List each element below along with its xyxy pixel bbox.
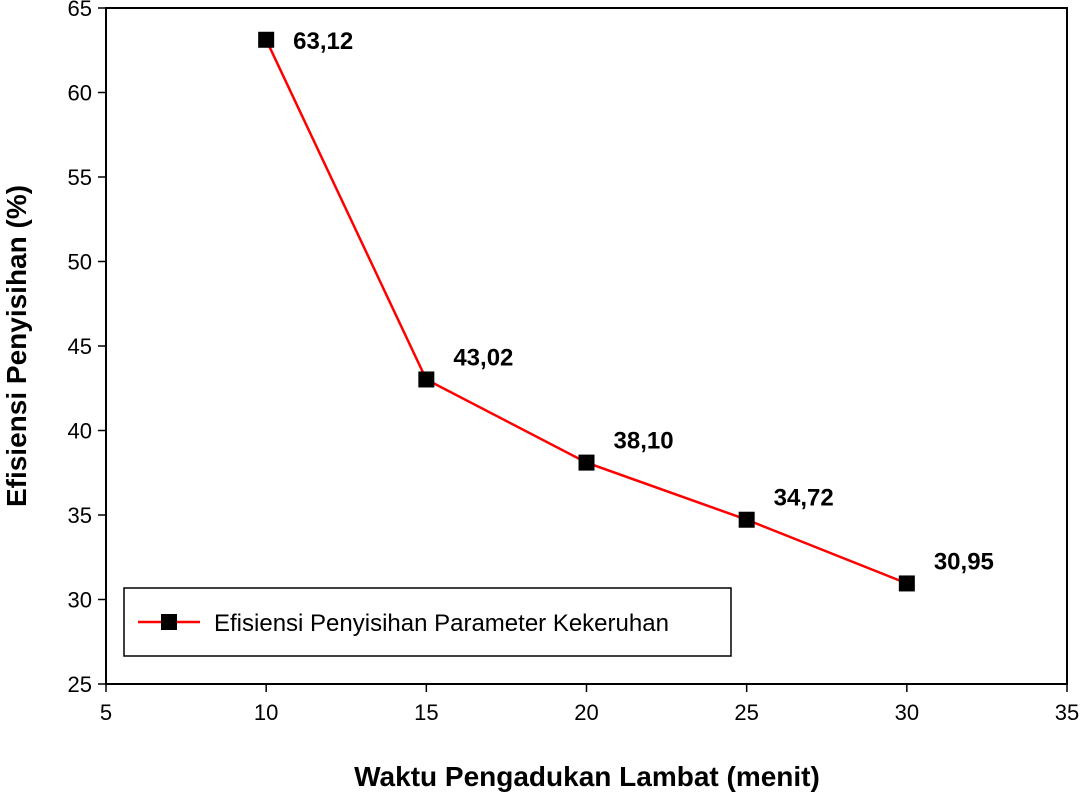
x-tick-label: 25 — [734, 700, 758, 725]
data-point-marker — [418, 371, 435, 388]
plot-area-frame — [105, 7, 1068, 685]
y-tick-label: 30 — [68, 588, 92, 613]
y-tick-label: 55 — [68, 165, 92, 190]
legend-label: Efisiensi Penyisihan Parameter Kekeruhan — [214, 610, 669, 637]
data-label: 30,95 — [934, 548, 994, 575]
legend-box — [123, 587, 732, 657]
data-label: 63,12 — [293, 28, 353, 55]
x-tick-label: 10 — [254, 700, 278, 725]
legend: Efisiensi Penyisihan Parameter Kekeruhan — [123, 587, 732, 657]
data-point-marker — [898, 575, 915, 592]
y-tick-label: 50 — [68, 250, 92, 275]
y-tick-label: 35 — [68, 503, 92, 528]
y-tick-label: 45 — [68, 334, 92, 359]
legend-marker-swatch — [161, 614, 177, 630]
data-point-marker — [578, 454, 595, 471]
y-axis-title: Efisiensi Penyisihan (%) — [1, 185, 32, 507]
y-tick-label: 60 — [68, 81, 92, 106]
data-label: 34,72 — [774, 485, 834, 512]
x-tick-label: 5 — [100, 700, 112, 725]
data-labels: 63,12 43,02 38,10 34,72 30,95 — [293, 28, 994, 576]
data-point-marker — [258, 31, 275, 48]
x-tick-label: 35 — [1055, 700, 1079, 725]
y-tick-label: 40 — [68, 419, 92, 444]
data-label: 38,10 — [614, 428, 674, 455]
x-tick-label: 20 — [574, 700, 598, 725]
y-axis: 25 30 35 40 45 50 55 60 65 — [68, 0, 106, 697]
x-axis-title: Waktu Pengadukan Lambat (menit) — [354, 761, 820, 792]
series-markers — [258, 31, 915, 592]
y-tick-label: 65 — [68, 0, 92, 21]
x-tick-label: 30 — [895, 700, 919, 725]
x-tick-label: 15 — [414, 700, 438, 725]
y-tick-label: 25 — [68, 672, 92, 697]
data-point-marker — [738, 511, 755, 528]
data-label: 43,02 — [453, 344, 513, 371]
x-axis: 5 10 15 20 25 30 35 — [100, 684, 1079, 725]
